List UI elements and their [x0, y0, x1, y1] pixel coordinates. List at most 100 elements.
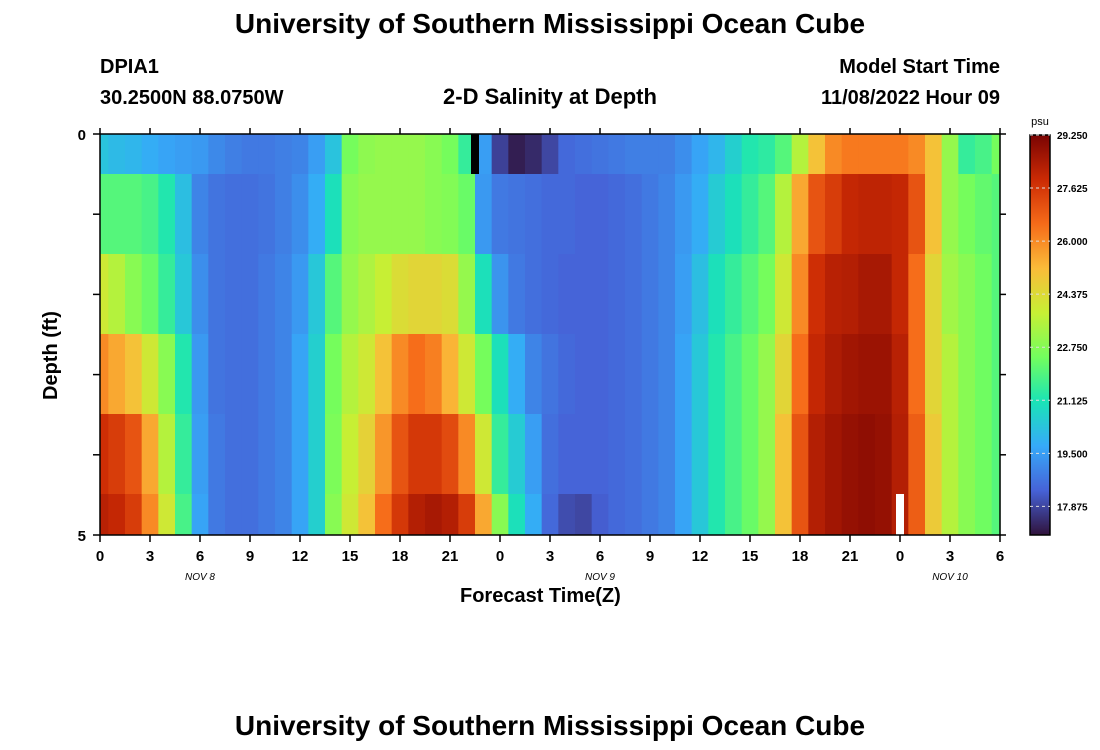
heat-cell — [991, 334, 1001, 414]
heat-cell — [425, 254, 443, 334]
heat-cell — [458, 494, 476, 535]
page-title: University of Southern Mississippi Ocean… — [234, 8, 866, 39]
heat-cell — [141, 254, 159, 334]
heat-cell — [100, 174, 109, 254]
station-id: DPIA1 — [100, 56, 159, 78]
heat-cell — [658, 334, 676, 414]
heat-cell — [258, 134, 276, 174]
heat-cell — [408, 334, 426, 414]
x-tick-label: 21 — [442, 548, 459, 565]
heat-cell — [958, 494, 976, 535]
heat-cell — [558, 134, 576, 174]
heat-cell — [441, 174, 459, 254]
heat-cell — [708, 254, 726, 334]
heat-cell — [441, 334, 459, 414]
heat-cell — [758, 134, 776, 174]
heat-cell — [191, 414, 209, 494]
x-tick-label: 15 — [742, 548, 759, 565]
heat-cell — [791, 134, 809, 174]
heat-cell — [191, 174, 209, 254]
heat-cell — [358, 334, 376, 414]
heat-cell — [691, 414, 709, 494]
heat-cell — [608, 414, 626, 494]
heat-cell — [675, 494, 693, 535]
heat-cell — [458, 174, 476, 254]
heat-cell — [608, 334, 626, 414]
heat-cell — [941, 134, 959, 174]
heat-cell — [308, 174, 326, 254]
heat-cell — [858, 134, 876, 174]
heat-cell — [591, 134, 609, 174]
heat-cell — [541, 134, 559, 174]
heat-cell — [825, 494, 843, 535]
heat-cell — [908, 174, 926, 254]
heat-cell — [875, 414, 893, 494]
y-tick-label: 5 — [78, 528, 86, 545]
heat-cell — [291, 334, 309, 414]
heat-cell — [908, 134, 926, 174]
heat-cell — [475, 494, 493, 535]
heat-cell — [875, 174, 893, 254]
x-tick-label: 3 — [546, 548, 554, 565]
date-label: NOV 10 — [932, 572, 968, 583]
heat-cell — [608, 254, 626, 334]
heat-cell — [925, 414, 943, 494]
heat-cell — [208, 334, 226, 414]
heatmap-cells — [100, 134, 1001, 535]
date-label: NOV 8 — [185, 572, 215, 583]
heat-cell — [875, 254, 893, 334]
heat-cell — [291, 174, 309, 254]
heat-cell — [641, 334, 659, 414]
heat-cell — [508, 334, 526, 414]
x-tick-label: 18 — [792, 548, 809, 565]
heat-cell — [808, 494, 826, 535]
heat-cell — [241, 134, 259, 174]
heat-cell — [325, 334, 343, 414]
heat-cell — [958, 134, 976, 174]
heat-cell — [891, 414, 909, 494]
heat-cell — [375, 334, 393, 414]
heat-cell — [741, 174, 759, 254]
y-axis-label: Depth (ft) — [40, 311, 62, 400]
heat-cell — [825, 254, 843, 334]
heat-cell — [275, 134, 293, 174]
heat-cell — [858, 494, 876, 535]
heat-cell — [608, 174, 626, 254]
heat-cell — [941, 174, 959, 254]
heat-cell — [891, 254, 909, 334]
x-tick-label: 9 — [646, 548, 654, 565]
heat-cell — [591, 254, 609, 334]
heat-cell — [841, 334, 859, 414]
heat-cell — [100, 494, 109, 535]
heat-cell — [758, 494, 776, 535]
heat-cell — [308, 134, 326, 174]
heat-cell — [825, 414, 843, 494]
white-marker — [896, 494, 904, 535]
heat-cell — [975, 134, 993, 174]
colorbar: psu 29.250 27.625 26.000 24.375 22.750 21.125 1… — [1029, 116, 1088, 536]
heat-cell — [508, 414, 526, 494]
x-tick-label: 6 — [596, 548, 604, 565]
heat-cell — [858, 254, 876, 334]
heat-cell — [325, 174, 343, 254]
heat-cell — [991, 174, 1001, 254]
heat-cell — [625, 414, 643, 494]
heat-cell — [891, 134, 909, 174]
heat-cell — [208, 254, 226, 334]
heat-cell — [541, 334, 559, 414]
heat-cell — [741, 254, 759, 334]
heat-cell — [775, 334, 793, 414]
plot-title: 2-D Salinity at Depth — [443, 84, 657, 109]
heat-cell — [125, 134, 143, 174]
heat-cell — [425, 174, 443, 254]
x-tick-label: 0 — [496, 548, 504, 565]
heat-cell — [891, 174, 909, 254]
heat-cell — [708, 334, 726, 414]
heat-cell — [491, 414, 509, 494]
heat-cell — [525, 494, 543, 535]
heat-cell — [358, 414, 376, 494]
heat-cell — [758, 414, 776, 494]
heat-cell — [558, 494, 576, 535]
heat-cell — [391, 254, 409, 334]
